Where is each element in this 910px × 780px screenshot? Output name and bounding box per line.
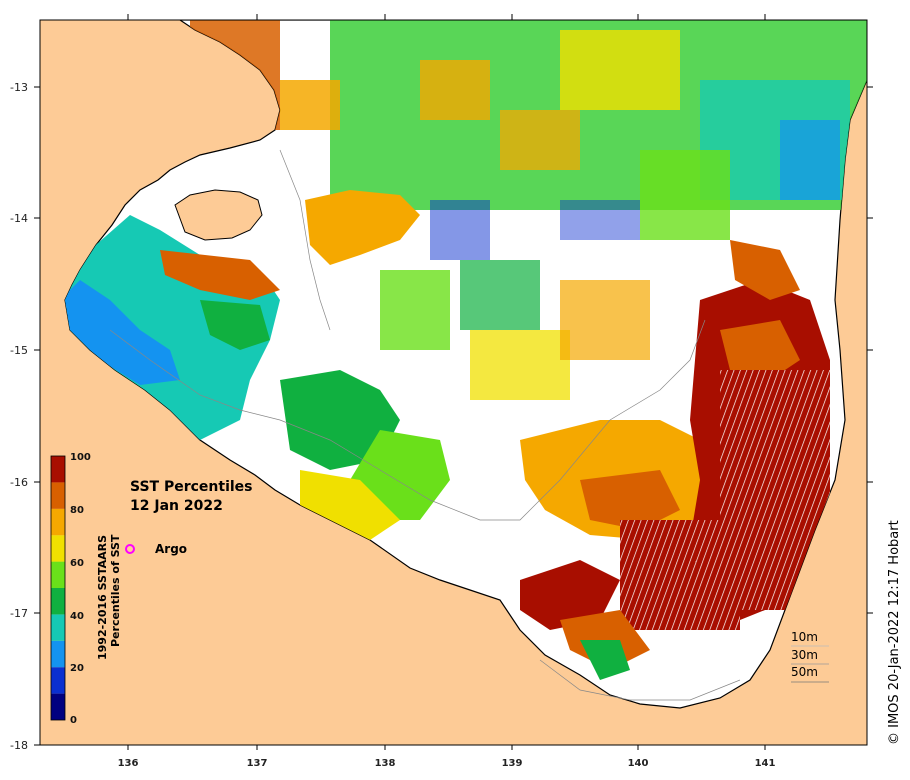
colorbar: 100 80 60 40 20 0 1992-2016 SSTAARS Perc… (50, 452, 122, 726)
colorbar-swatch (51, 482, 65, 509)
argo-marker-icon (125, 544, 135, 554)
colorbar-swatch (51, 640, 65, 668)
colorbar-swatch (51, 588, 65, 615)
colorbar-label: 0 (70, 715, 77, 726)
x-tick-label: 137 (247, 758, 268, 769)
depth-legend: 10m 30m 50m (791, 630, 829, 683)
depth-label: 30m (791, 648, 818, 662)
x-axis: 136 137 138 139 140 141 (118, 14, 776, 769)
argo-label: Argo (155, 542, 187, 556)
colorbar-frame (50, 455, 66, 721)
colorbar-swatch (51, 456, 65, 483)
x-tick-label: 141 (755, 758, 776, 769)
depth-contour (539, 659, 741, 701)
x-tick-label: 138 (375, 758, 396, 769)
depth-contour (279, 149, 331, 331)
colorbar-label: 40 (70, 611, 84, 622)
depth-label: 50m (791, 665, 818, 679)
y-tick-label: -16 (10, 476, 28, 489)
y-tick-label: -17 (10, 607, 28, 620)
island (174, 189, 263, 241)
depth-label: 10m (791, 630, 818, 644)
credit-text: © IMOS 20-Jan-2022 12:17 Hobart (887, 520, 902, 745)
colorbar-swatch (51, 535, 65, 562)
colorbar-swatch (51, 508, 65, 536)
map-date: 12 Jan 2022 (130, 498, 223, 514)
colorbar-label: 80 (70, 505, 84, 516)
y-tick-label: -15 (10, 344, 28, 357)
colorbar-swatch (51, 614, 65, 641)
y-tick-label: -18 (10, 739, 28, 752)
x-tick-label: 139 (502, 758, 523, 769)
map-title: SST Percentiles (130, 479, 253, 495)
colorbar-swatch (51, 693, 65, 720)
map-frame (39, 19, 868, 746)
colorbar-title-line2: Percentiles of SST (109, 534, 122, 647)
y-tick-label: -13 (10, 81, 28, 94)
y-tick-label: -14 (10, 212, 28, 225)
x-tick-label: 140 (628, 758, 649, 769)
depth-contour (109, 319, 706, 521)
colorbar-label: 20 (70, 663, 84, 674)
sst-data-layer (65, 20, 867, 680)
colorbar-swatch (51, 667, 65, 694)
colorbar-title-line1: 1992-2016 SSTAARS (96, 535, 109, 660)
y-axis: -13 -14 -15 -16 -17 -18 (10, 81, 873, 752)
x-tick-label: 136 (118, 758, 139, 769)
colorbar-label: 60 (70, 558, 84, 569)
colorbar-swatch (51, 561, 65, 588)
colorbar-label: 100 (70, 452, 91, 463)
